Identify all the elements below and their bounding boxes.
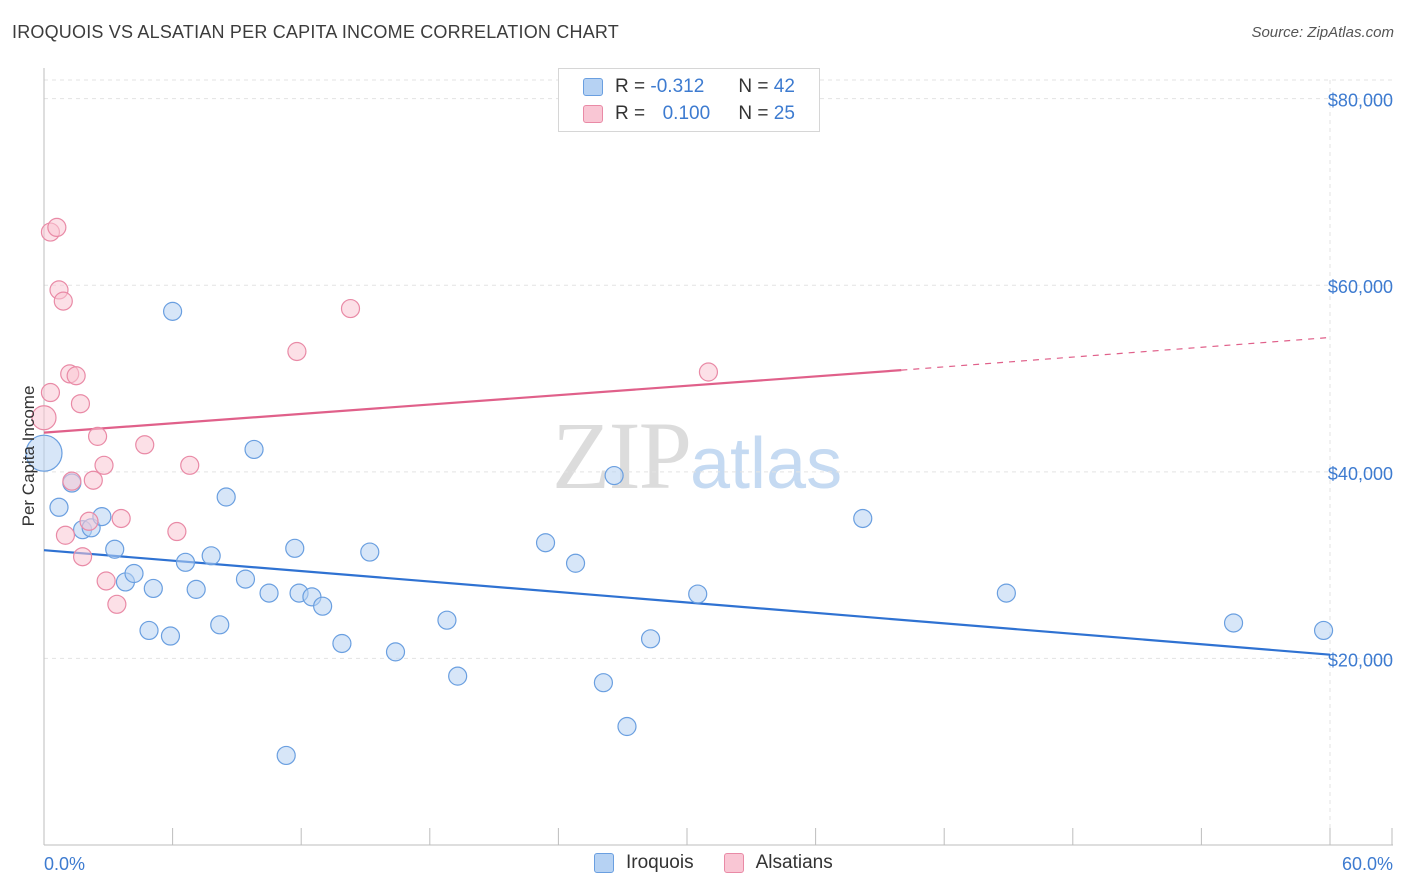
watermark-zip: ZIP: [552, 402, 692, 509]
data-point-alsatians: [111, 508, 131, 529]
watermark: ZIPatlas: [552, 400, 842, 511]
data-point-iroquois: [186, 579, 206, 599]
legend-r-label: R =: [615, 103, 646, 124]
legend-swatch-iroquois: [583, 78, 603, 96]
trend-line-alsatians: [43, 369, 902, 434]
series-label-iroquois: Iroquois: [626, 852, 694, 873]
data-point-alsatians: [167, 521, 187, 542]
data-point-iroquois: [285, 538, 305, 558]
data-point-iroquois: [593, 673, 614, 693]
data-point-iroquois: [360, 542, 380, 562]
series-swatch-alsatians: [723, 853, 744, 873]
trend-projection-alsatians: [901, 336, 1331, 371]
data-point-iroquois: [105, 539, 125, 559]
data-point-iroquois: [160, 626, 181, 646]
grid-layer: [44, 79, 1393, 845]
data-point-iroquois: [688, 584, 708, 604]
legend-r-value: -0.312: [650, 76, 705, 97]
watermark-atlas: atlas: [690, 424, 843, 504]
data-point-alsatians: [70, 394, 91, 414]
data-point-iroquois: [210, 615, 230, 635]
data-point-alsatians: [55, 525, 76, 545]
chart-title: IROQUOIS VS ALSATIAN PER CAPITA INCOME C…: [12, 22, 619, 42]
legend-n-label: N =: [738, 76, 769, 97]
data-point-alsatians: [94, 455, 114, 475]
data-point-iroquois: [1223, 613, 1244, 633]
data-point-iroquois: [163, 301, 183, 321]
legend-row-alsatians: R = 0.100 N = 25: [583, 102, 795, 126]
y-tick-label: $80,000: [1328, 91, 1393, 111]
data-point-alsatians: [83, 470, 103, 490]
data-point-alsatians: [66, 366, 86, 386]
data-point-alsatians: [340, 298, 361, 319]
legend-n-label: N =: [738, 103, 769, 124]
data-point-alsatians: [698, 362, 719, 382]
data-point-iroquois: [448, 666, 468, 686]
data-point-alsatians: [72, 547, 93, 567]
series-legend: Iroquois Alsatians: [594, 852, 863, 874]
data-point-alsatians: [287, 341, 307, 362]
data-point-alsatians: [87, 426, 108, 446]
data-point-iroquois: [332, 633, 352, 654]
data-point-alsatians: [31, 405, 57, 431]
y-tick-label: $40,000: [1328, 464, 1393, 484]
data-point-alsatians: [107, 594, 127, 614]
series-legend-iroquois[interactable]: Iroquois: [594, 852, 694, 874]
data-point-iroquois: [535, 533, 556, 553]
data-point-alsatians: [47, 217, 67, 238]
trend-line-iroquois: [43, 549, 1331, 656]
data-point-iroquois: [139, 620, 159, 641]
legend-r-value: 0.100: [662, 103, 711, 124]
series-label-alsatians: Alsatians: [755, 852, 833, 873]
y-axis-title: Per Capita Income: [19, 386, 38, 527]
data-point-iroquois: [244, 439, 264, 460]
data-point-iroquois: [604, 465, 624, 486]
data-point-iroquois: [617, 716, 637, 737]
data-point-iroquois: [143, 578, 163, 599]
data-point-iroquois: [259, 583, 279, 603]
data-point-iroquois: [996, 583, 1016, 603]
data-point-alsatians: [79, 511, 99, 531]
data-point-alsatians: [53, 291, 73, 311]
y-tick-label: $20,000: [1328, 650, 1393, 670]
x-tick-label-max: 60.0%: [1342, 854, 1393, 874]
data-point-alsatians: [96, 571, 116, 591]
trend-layer: [43, 336, 1331, 656]
axis-layer: $20,000 $40,000 $60,000 $80,000: [43, 68, 1393, 846]
data-point-iroquois: [175, 552, 196, 572]
point-layer: [25, 217, 1334, 766]
data-point-iroquois: [124, 563, 144, 584]
data-point-iroquois: [640, 629, 661, 649]
data-point-iroquois: [235, 569, 256, 589]
data-point-iroquois: [49, 497, 69, 517]
data-point-iroquois: [437, 610, 457, 630]
data-point-alsatians: [40, 382, 61, 403]
data-point-iroquois: [276, 745, 296, 766]
legend-row-iroquois: R = -0.312 N = 42: [583, 75, 795, 99]
data-point-iroquois: [565, 553, 586, 573]
correlation-legend: R = -0.312 N = 42 R = 0.100 N = 25: [558, 68, 820, 132]
data-point-iroquois: [313, 596, 333, 616]
data-point-iroquois: [853, 508, 873, 529]
series-swatch-iroquois: [594, 853, 614, 873]
legend-r-label: R =: [615, 76, 646, 97]
x-tick-label-min: 0.0%: [44, 854, 85, 874]
y-tick-label: $60,000: [1328, 277, 1393, 297]
data-point-alsatians: [180, 455, 200, 475]
data-point-iroquois: [1313, 620, 1334, 641]
data-point-iroquois: [385, 642, 406, 662]
legend-n-value: 42: [773, 76, 795, 97]
source-label: Source: ZipAtlas.com: [1251, 24, 1394, 41]
legend-swatch-alsatians: [583, 105, 603, 123]
series-legend-alsatians[interactable]: Alsatians: [723, 852, 833, 874]
legend-n-value: 25: [773, 103, 795, 124]
data-point-iroquois: [216, 487, 236, 507]
data-point-iroquois: [201, 546, 221, 566]
data-point-iroquois: [25, 434, 63, 472]
data-point-alsatians: [135, 435, 155, 455]
data-point-alsatians: [62, 471, 82, 491]
